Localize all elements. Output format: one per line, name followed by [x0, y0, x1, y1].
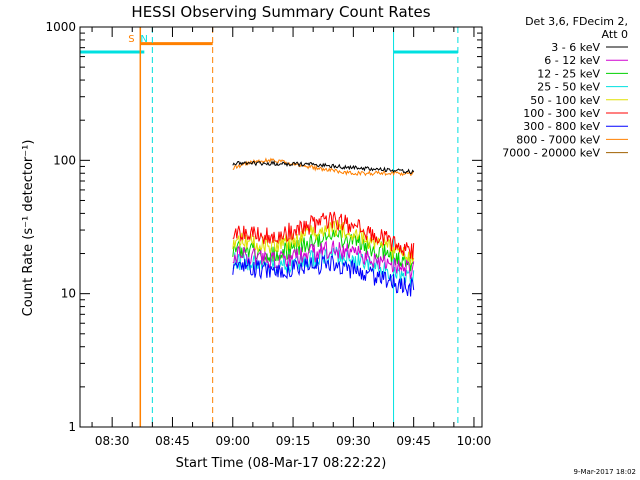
legend-label: 25 - 50 keV [537, 81, 600, 94]
y-tick-label: 100 [53, 153, 76, 167]
legend-label: 6 - 12 keV [544, 54, 600, 67]
x-tick-label: 09:45 [396, 434, 431, 448]
x-axis: 08:30 08:45 09:00 09:15 09:30 09:45 10:00 [91, 27, 492, 448]
x-tick-label: 09:15 [276, 434, 311, 448]
x-tick-label: 09:00 [215, 434, 250, 448]
series-line-6 [232, 254, 415, 297]
legend-label: 800 - 7000 keV [516, 133, 600, 146]
legend-label: 7000 - 20000 keV [502, 147, 600, 160]
legend-label: 3 - 6 keV [551, 41, 600, 54]
legend-header-line-1: Det 3,6, FDecim 2, [525, 15, 628, 28]
timestamp: 9-Mar-2017 18:02 [574, 468, 636, 476]
y-tick-label: 10 [61, 287, 76, 301]
series-line-7 [232, 157, 415, 177]
legend-header-line-2: Att 0 [602, 28, 628, 41]
legend-label: 50 - 100 keV [530, 94, 600, 107]
series-line-1 [232, 240, 415, 279]
legend-label: 12 - 25 keV [537, 67, 600, 80]
y-axis-label: Count Rate (s⁻¹ detector⁻¹) [21, 140, 36, 317]
y-tick-label: 1 [68, 420, 76, 434]
legend-label: 100 - 300 keV [523, 107, 600, 120]
y-tick-label: 1000 [45, 20, 76, 34]
legend-label: 300 - 800 keV [523, 120, 600, 133]
x-axis-label: Start Time (08-Mar-17 08:22:22) [176, 456, 387, 471]
plot-frame [79, 26, 483, 428]
series-line-0 [232, 159, 415, 175]
x-tick-label: 10:00 [457, 434, 492, 448]
chart-title: HESSI Observing Summary Count Rates [131, 3, 430, 21]
y-axis: 1 10 100 1000 [45, 20, 482, 434]
annotation-n: N [140, 34, 147, 45]
x-tick-label: 08:45 [155, 434, 190, 448]
x-tick-label: 09:30 [336, 434, 371, 448]
series-line-5 [232, 211, 415, 260]
annotation-s: S [128, 34, 134, 45]
x-tick-label: 08:30 [95, 434, 130, 448]
